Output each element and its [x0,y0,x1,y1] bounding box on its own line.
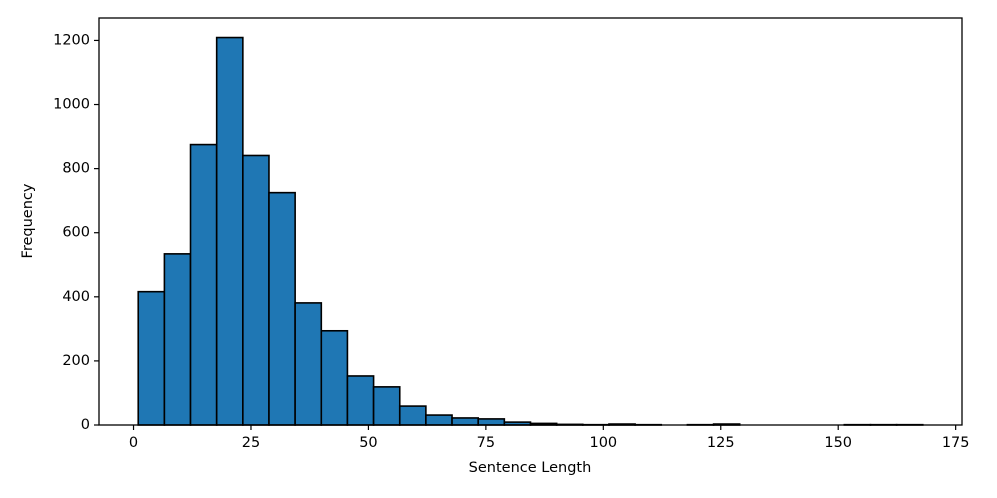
plot-frame [98,17,963,426]
bar [398,405,427,426]
y-axis-label: Frequency [20,183,36,258]
bar [163,253,192,426]
bar [320,329,349,426]
y-tick-label: 400 [62,289,90,305]
y-tick-label: 0 [81,417,90,433]
x-tick-label: 25 [242,435,260,451]
bar [425,414,453,426]
x-tick-label: 50 [359,435,377,451]
y-tick-label: 1200 [53,32,90,48]
y-tick-label: 1000 [53,97,90,113]
bar [346,375,375,426]
y-tick-label: 800 [62,161,90,177]
x-tick-label: 0 [129,435,138,451]
y-tick-label: 200 [62,353,90,369]
bar [451,417,480,426]
x-tick-label: 125 [707,435,735,451]
x-tick-label: 75 [477,435,495,451]
x-axis-label: Sentence Length [469,460,592,476]
bar [372,386,401,426]
x-tick-label: 150 [824,435,852,451]
bar [215,36,244,426]
bar [242,154,270,426]
bar [477,418,506,426]
x-tick-label: 100 [589,435,617,451]
bar [268,191,296,426]
y-tick-label: 600 [62,225,90,241]
bar [137,290,166,426]
bar [189,143,218,426]
bar [294,302,323,426]
x-tick-label: 175 [942,435,970,451]
